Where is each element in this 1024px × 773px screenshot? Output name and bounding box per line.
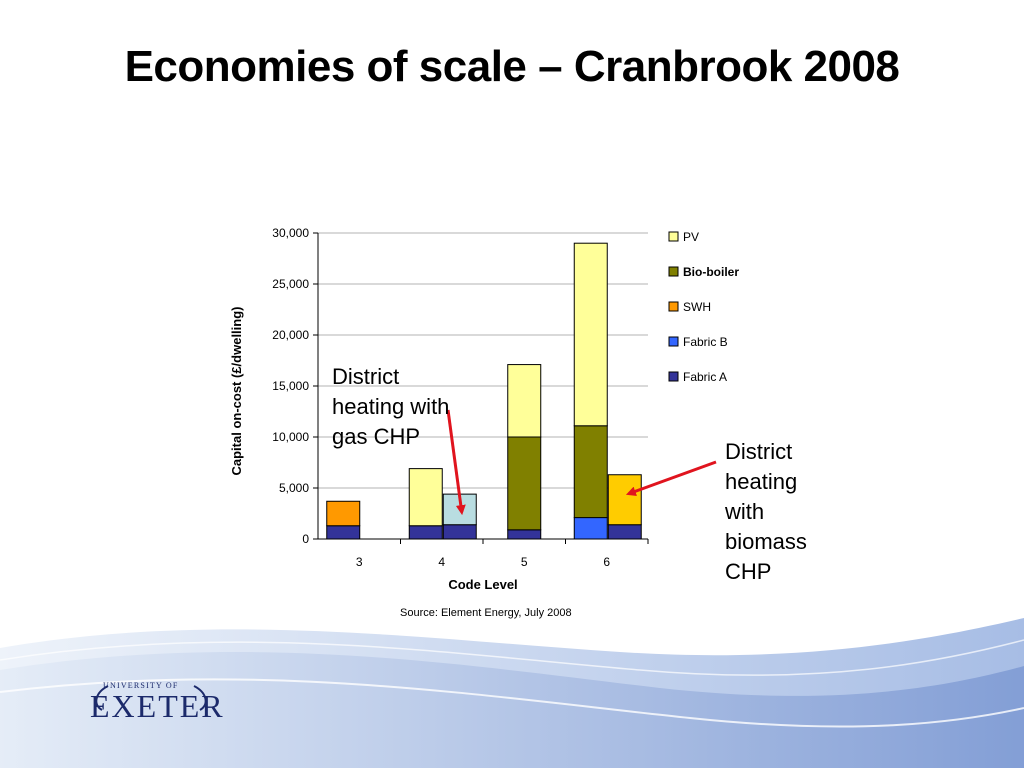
bar-segment-pv-level-5 — [507, 364, 542, 438]
bar-segment-fabric-a-level-3 — [326, 525, 361, 540]
x-tick-label: 6 — [603, 555, 610, 569]
callout-gas-chp: District heating with gas CHP — [332, 362, 449, 452]
bar-segment-swh-level-3 — [326, 500, 361, 527]
y-axis-label: Capital on-cost (£/dwelling) — [229, 306, 244, 475]
bar-segment-fabric-b-level-6 — [573, 517, 608, 540]
bar-segment-fabric-a-level-4 — [442, 524, 477, 540]
legend-swatch — [668, 231, 679, 242]
legend-label: Bio-boiler — [683, 265, 739, 279]
y-tick-label: 20,000 — [272, 328, 309, 342]
arrow-to-biomass-chp-bar — [625, 460, 717, 497]
legend-label: PV — [683, 230, 699, 244]
bars — [326, 242, 642, 540]
arrow-to-gas-chp-bar — [446, 409, 466, 516]
callout-biomass-line: CHP — [725, 559, 772, 584]
legend-swatch — [668, 371, 679, 382]
callout-gas-line: gas CHP — [332, 424, 421, 449]
callout-gas-line: District — [332, 364, 400, 389]
source-note: Source: Element Energy, July 2008 — [400, 607, 572, 619]
x-tick-label: 4 — [438, 555, 445, 569]
bar-segment-pv-level-6 — [573, 242, 608, 427]
bar-segment-bio-boiler-level-5 — [507, 436, 542, 531]
slide-title: Economies of scale – Cranbrook 2008 — [124, 42, 900, 91]
legend-swatch — [668, 266, 679, 277]
y-tick-label: 5,000 — [279, 481, 309, 495]
x-axis-label: Code Level — [448, 577, 517, 592]
callout-gas-line: heating with — [332, 394, 450, 419]
callout-biomass-line: biomass — [725, 529, 807, 554]
callout-biomass-line: heating — [725, 469, 798, 494]
bar-segment-district-heating-with-biomass-chp-level-6 — [607, 474, 642, 526]
bar-segment-bio-boiler-level-6 — [573, 425, 608, 519]
y-tick-label: 10,000 — [272, 430, 309, 444]
bar-segment-fabric-a-level-4 — [408, 525, 443, 540]
x-tick-label: 3 — [356, 555, 363, 569]
callout-arrows — [446, 409, 717, 516]
university-logo — [86, 678, 216, 743]
bar-segment-fabric-a-level-6 — [607, 524, 642, 540]
logo-university-of: UNIVERSITY OF — [103, 681, 179, 690]
logo-exeter: EXETER — [90, 688, 225, 724]
y-tick-label: 0 — [302, 532, 309, 546]
tick-labels: 0 5,000 10,000 15,000 20,000 25,000 30,000 3 4 5 6 — [272, 226, 649, 569]
bar-segment-fabric-a-level-5 — [507, 529, 542, 540]
legend-swatch — [668, 336, 679, 347]
legend: PV Bio-boiler SWH Fabric B Fabric A — [668, 230, 739, 384]
footer-wave-decoration — [0, 600, 1024, 773]
x-tick-label: 5 — [521, 555, 528, 569]
callout-biomass-line: District — [725, 439, 793, 464]
legend-label: Fabric B — [683, 335, 728, 349]
callout-biomass-chp: District heating with biomass CHP — [725, 437, 807, 587]
legend-swatch — [668, 301, 679, 312]
y-tick-label: 30,000 — [272, 226, 309, 240]
legend-label: Fabric A — [683, 370, 727, 384]
legend-label: SWH — [683, 300, 711, 314]
callout-biomass-line: with — [725, 499, 765, 524]
bar-segment-pv-level-4 — [408, 468, 443, 527]
y-tick-label: 25,000 — [272, 277, 309, 291]
y-tick-label: 15,000 — [272, 379, 309, 393]
